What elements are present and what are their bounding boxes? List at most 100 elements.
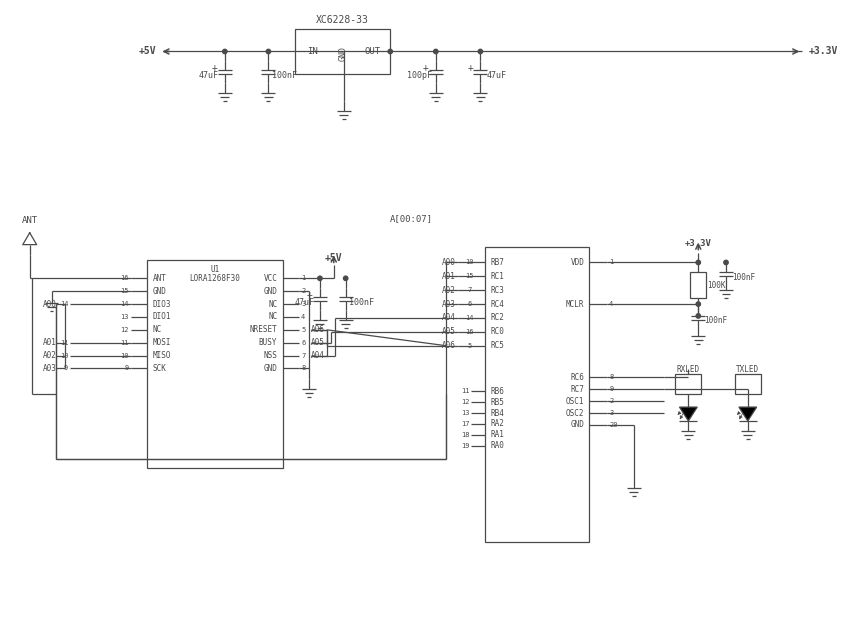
Circle shape	[318, 276, 322, 281]
Text: RC4: RC4	[490, 299, 504, 309]
Text: +3.3V: +3.3V	[685, 239, 711, 248]
Text: A05: A05	[311, 338, 325, 347]
Text: 2: 2	[609, 398, 613, 404]
Text: +5V: +5V	[325, 253, 342, 263]
Circle shape	[696, 302, 701, 306]
Bar	[690, 273, 706, 298]
Text: A03: A03	[442, 299, 456, 309]
Text: NC: NC	[268, 299, 278, 309]
Text: 14: 14	[120, 301, 129, 307]
Text: 100nF: 100nF	[349, 297, 374, 307]
Text: 4: 4	[609, 301, 613, 307]
Text: OSC1: OSC1	[566, 397, 584, 406]
Circle shape	[696, 260, 701, 265]
Text: 6: 6	[468, 301, 472, 307]
Text: 10: 10	[120, 353, 129, 358]
Text: 8: 8	[609, 374, 613, 380]
Text: 2: 2	[301, 288, 305, 294]
Text: A00: A00	[442, 258, 456, 267]
Text: A02: A02	[442, 286, 456, 295]
Text: RA0: RA0	[490, 441, 504, 450]
Text: RB5: RB5	[490, 397, 504, 407]
Text: A03: A03	[43, 364, 56, 373]
Text: 19: 19	[461, 443, 469, 449]
Text: MOSI: MOSI	[152, 338, 171, 347]
Text: 12: 12	[461, 399, 469, 405]
Text: A04: A04	[311, 351, 325, 360]
Text: A02: A02	[43, 351, 56, 360]
Text: RC0: RC0	[490, 327, 504, 337]
Circle shape	[479, 49, 483, 53]
Text: OSC2: OSC2	[566, 409, 584, 417]
Text: 13: 13	[120, 314, 129, 320]
Text: 4: 4	[301, 314, 305, 320]
Text: 17: 17	[461, 421, 469, 427]
Circle shape	[434, 49, 438, 53]
Text: RA2: RA2	[490, 419, 504, 428]
Text: +: +	[212, 63, 218, 73]
Text: NSS: NSS	[263, 351, 278, 360]
Text: NC: NC	[268, 312, 278, 322]
Text: 14: 14	[60, 301, 68, 307]
Bar	[485, 247, 590, 542]
Text: 100pF: 100pF	[407, 71, 432, 79]
Circle shape	[388, 49, 393, 53]
Text: 5: 5	[468, 343, 472, 348]
Circle shape	[267, 49, 271, 53]
Text: +3.3V: +3.3V	[808, 47, 838, 57]
Text: 10: 10	[60, 353, 68, 358]
Text: RC6: RC6	[570, 373, 584, 382]
Text: 1: 1	[301, 275, 305, 281]
Text: 3: 3	[301, 301, 305, 307]
Bar	[675, 374, 701, 394]
Text: IN: IN	[308, 47, 319, 56]
Text: RC3: RC3	[490, 286, 504, 295]
Text: 11: 11	[461, 388, 469, 394]
Circle shape	[223, 49, 227, 53]
Text: 100nF: 100nF	[272, 71, 297, 79]
Polygon shape	[680, 407, 697, 421]
Text: ANT: ANT	[22, 216, 38, 225]
Text: 13: 13	[461, 410, 469, 416]
Text: 47uF: 47uF	[486, 71, 506, 79]
Text: A00: A00	[43, 299, 56, 309]
Text: GND: GND	[338, 46, 347, 61]
Text: 16: 16	[465, 329, 473, 335]
Text: NC: NC	[152, 325, 161, 334]
Text: 8: 8	[301, 365, 305, 371]
Text: +5V: +5V	[139, 47, 156, 57]
Text: A05: A05	[442, 327, 456, 337]
Text: 12: 12	[120, 327, 129, 333]
Text: 10: 10	[465, 260, 473, 265]
Text: RB6: RB6	[490, 387, 504, 396]
Text: DIO3: DIO3	[152, 299, 171, 309]
Text: RB4: RB4	[490, 409, 504, 417]
Text: 7: 7	[301, 353, 305, 358]
Text: VCC: VCC	[263, 274, 278, 283]
Text: +: +	[307, 290, 313, 300]
Text: RXLED: RXLED	[677, 365, 700, 374]
Text: 20: 20	[609, 422, 617, 428]
Text: 1: 1	[609, 260, 613, 265]
Text: 9: 9	[64, 365, 68, 371]
Text: 15: 15	[120, 288, 129, 294]
Text: VDD: VDD	[570, 258, 584, 267]
Text: RC1: RC1	[490, 272, 504, 281]
Text: A[00:07]: A[00:07]	[389, 214, 432, 224]
Text: ANT: ANT	[152, 274, 167, 283]
Text: GND: GND	[570, 420, 584, 429]
Text: MISO: MISO	[152, 351, 171, 360]
Text: DIO1: DIO1	[152, 312, 171, 322]
Text: RC5: RC5	[490, 341, 504, 350]
Text: XC6228-33: XC6228-33	[316, 15, 369, 25]
Text: 16: 16	[120, 275, 129, 281]
Text: RC7: RC7	[570, 385, 584, 394]
Text: 100K: 100K	[706, 281, 725, 290]
Text: 7: 7	[468, 287, 472, 293]
Text: U1: U1	[210, 265, 220, 274]
Text: 100nF: 100nF	[733, 273, 755, 282]
Text: BUSY: BUSY	[259, 338, 278, 347]
Text: RC2: RC2	[490, 314, 504, 322]
Text: MCLR: MCLR	[566, 299, 584, 309]
Circle shape	[343, 276, 348, 281]
